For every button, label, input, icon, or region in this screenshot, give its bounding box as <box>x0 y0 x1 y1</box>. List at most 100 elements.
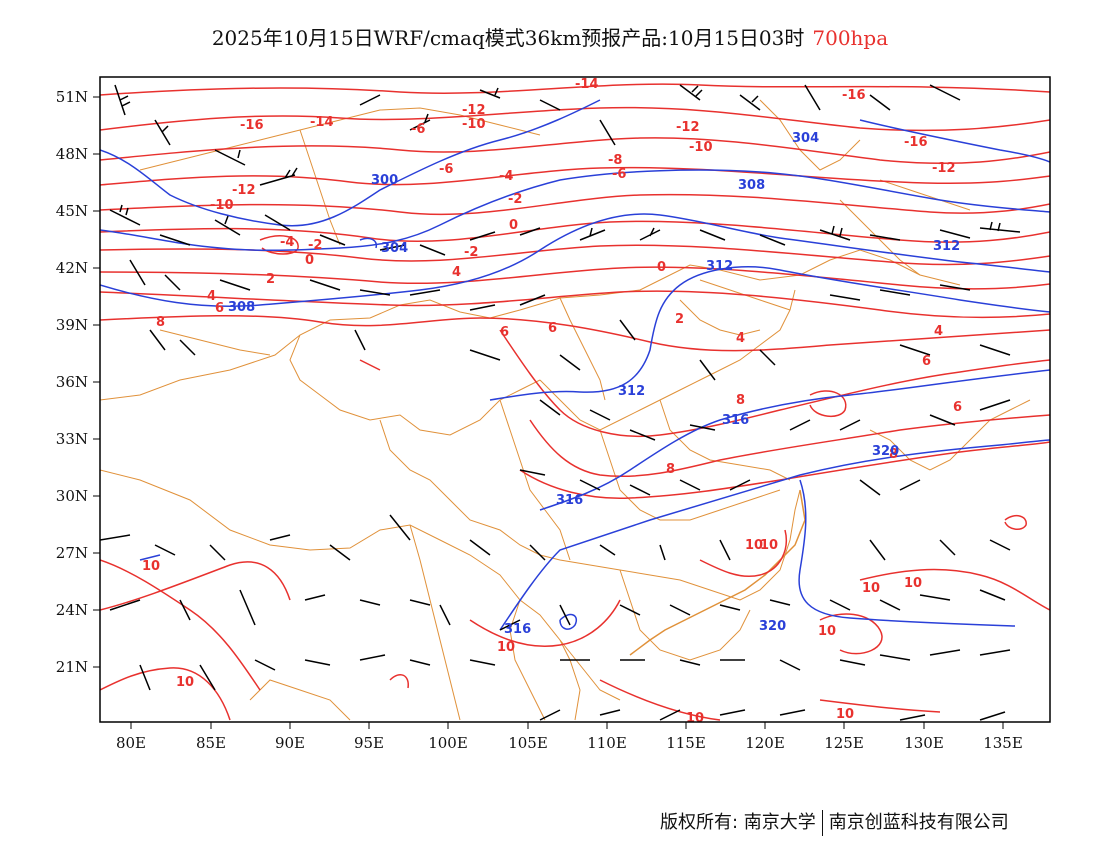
height-label: 312 <box>618 384 645 399</box>
map-frame <box>99 76 1051 723</box>
axis-ticks <box>93 96 1004 729</box>
height-label: 312 <box>933 239 960 254</box>
y-tick-label: 48N <box>56 145 88 163</box>
temp-label: -2 <box>308 238 322 253</box>
y-axis-labels: 51N 48N 45N 42N 39N 36N 33N 30N 27N 24N … <box>56 88 88 676</box>
temp-label: 10 <box>862 581 880 596</box>
temp-label: 10 <box>142 559 160 574</box>
temp-label: -14 <box>310 115 334 130</box>
x-axis-labels: 80E 85E 90E 95E 100E 105E 110E 115E 120E… <box>116 734 1023 752</box>
temp-label: 10 <box>760 538 778 553</box>
temp-label: 8 <box>889 447 898 462</box>
title-text: 2025年10月15日WRF/cmaq模式36km预报产品:10月15日03时 <box>211 26 805 50</box>
footer-separator <box>821 810 823 836</box>
temp-label: -2 <box>464 245 478 260</box>
title-level: 700hpa <box>812 26 889 50</box>
height-contours <box>100 99 1050 631</box>
x-tick-label: 95E <box>354 734 384 752</box>
temp-label: -6 <box>411 122 425 137</box>
y-tick-label: 27N <box>56 544 88 562</box>
temp-label: 0 <box>657 260 666 275</box>
temp-label: -6 <box>439 162 453 177</box>
height-label: 320 <box>759 619 786 634</box>
x-tick-label: 105E <box>508 734 548 752</box>
x-tick-label: 130E <box>904 734 944 752</box>
temp-label: 10 <box>904 576 922 591</box>
height-label: 316 <box>722 413 749 428</box>
temp-label: -14 <box>575 77 599 92</box>
temp-label: -16 <box>904 135 928 150</box>
wind-barbs <box>100 84 1021 721</box>
temp-label: -6 <box>612 167 626 182</box>
temp-label: 4 <box>207 289 216 304</box>
x-tick-label: 100E <box>428 734 468 752</box>
temp-label: 6 <box>548 321 557 336</box>
temp-label: 2 <box>266 272 275 287</box>
temp-label: 0 <box>305 253 314 268</box>
x-tick-label: 90E <box>275 734 305 752</box>
temp-label: 4 <box>452 265 461 280</box>
temp-label: -2 <box>508 192 522 207</box>
height-labels: 300 304 304 308 308 312 312 312 316 316 … <box>228 131 960 637</box>
temp-label: 8 <box>736 393 745 408</box>
temp-label: -12 <box>676 120 700 135</box>
copyright-right: 南京创蓝科技有限公司 <box>828 812 1009 833</box>
temp-label: -8 <box>608 153 622 168</box>
temp-label: 6 <box>500 325 509 340</box>
temp-label: 6 <box>953 400 962 415</box>
temperature-labels: -16 -14 -12 -12 -16 -10 -12 -10 -16 -14 … <box>142 77 962 726</box>
temp-label: 2 <box>675 312 684 327</box>
copyright-left: 版权所有: 南京大学 <box>660 812 816 833</box>
temp-label: -10 <box>210 198 234 213</box>
y-tick-label: 42N <box>56 259 88 277</box>
temp-label: 4 <box>736 331 745 346</box>
temperature-contours <box>100 83 1050 721</box>
temp-label: -4 <box>499 169 513 184</box>
height-label: 304 <box>381 241 408 256</box>
height-label: 300 <box>371 173 398 188</box>
temp-label: -4 <box>280 235 294 250</box>
y-tick-label: 45N <box>56 202 88 220</box>
height-label: 308 <box>228 300 255 315</box>
temp-label: 10 <box>836 707 854 722</box>
temp-label: 6 <box>922 354 931 369</box>
temp-label: 10 <box>745 538 763 553</box>
temp-label: -12 <box>462 103 486 118</box>
temp-label: -10 <box>689 140 713 155</box>
y-tick-label: 33N <box>56 430 88 448</box>
temp-label: 10 <box>497 640 515 655</box>
y-tick-label: 30N <box>56 487 88 505</box>
temp-label: 0 <box>509 218 518 233</box>
temp-label: 10 <box>686 711 704 726</box>
height-label: 320 <box>872 444 899 459</box>
height-label: 316 <box>556 493 583 508</box>
temp-label: 6 <box>215 301 224 316</box>
y-tick-label: 39N <box>56 316 88 334</box>
temp-label: 8 <box>666 462 675 477</box>
temp-label: 10 <box>818 624 836 639</box>
temp-label: 8 <box>156 315 165 330</box>
x-tick-label: 85E <box>196 734 226 752</box>
x-tick-label: 125E <box>824 734 864 752</box>
copyright-footer: 版权所有: 南京大学 南京创蓝科技有限公司 <box>660 808 1009 836</box>
temp-label: -16 <box>842 88 866 103</box>
x-tick-label: 80E <box>116 734 146 752</box>
x-tick-label: 120E <box>745 734 785 752</box>
temp-label: -16 <box>240 118 264 133</box>
y-tick-label: 36N <box>56 373 88 391</box>
height-label: 304 <box>792 131 819 146</box>
height-label: 308 <box>738 178 765 193</box>
border-lines <box>100 99 1031 721</box>
y-tick-label: 21N <box>56 658 88 676</box>
x-tick-label: 135E <box>983 734 1023 752</box>
y-tick-label: 24N <box>56 601 88 619</box>
temp-label: -12 <box>232 183 256 198</box>
height-label: 312 <box>706 259 733 274</box>
chart-title: 2025年10月15日WRF/cmaq模式36km预报产品:10月15日03时 7… <box>0 22 1100 51</box>
temp-label: -10 <box>462 117 486 132</box>
x-tick-label: 115E <box>666 734 706 752</box>
temp-label: -12 <box>932 161 956 176</box>
temp-label: 4 <box>934 324 943 339</box>
x-tick-label: 110E <box>587 734 627 752</box>
